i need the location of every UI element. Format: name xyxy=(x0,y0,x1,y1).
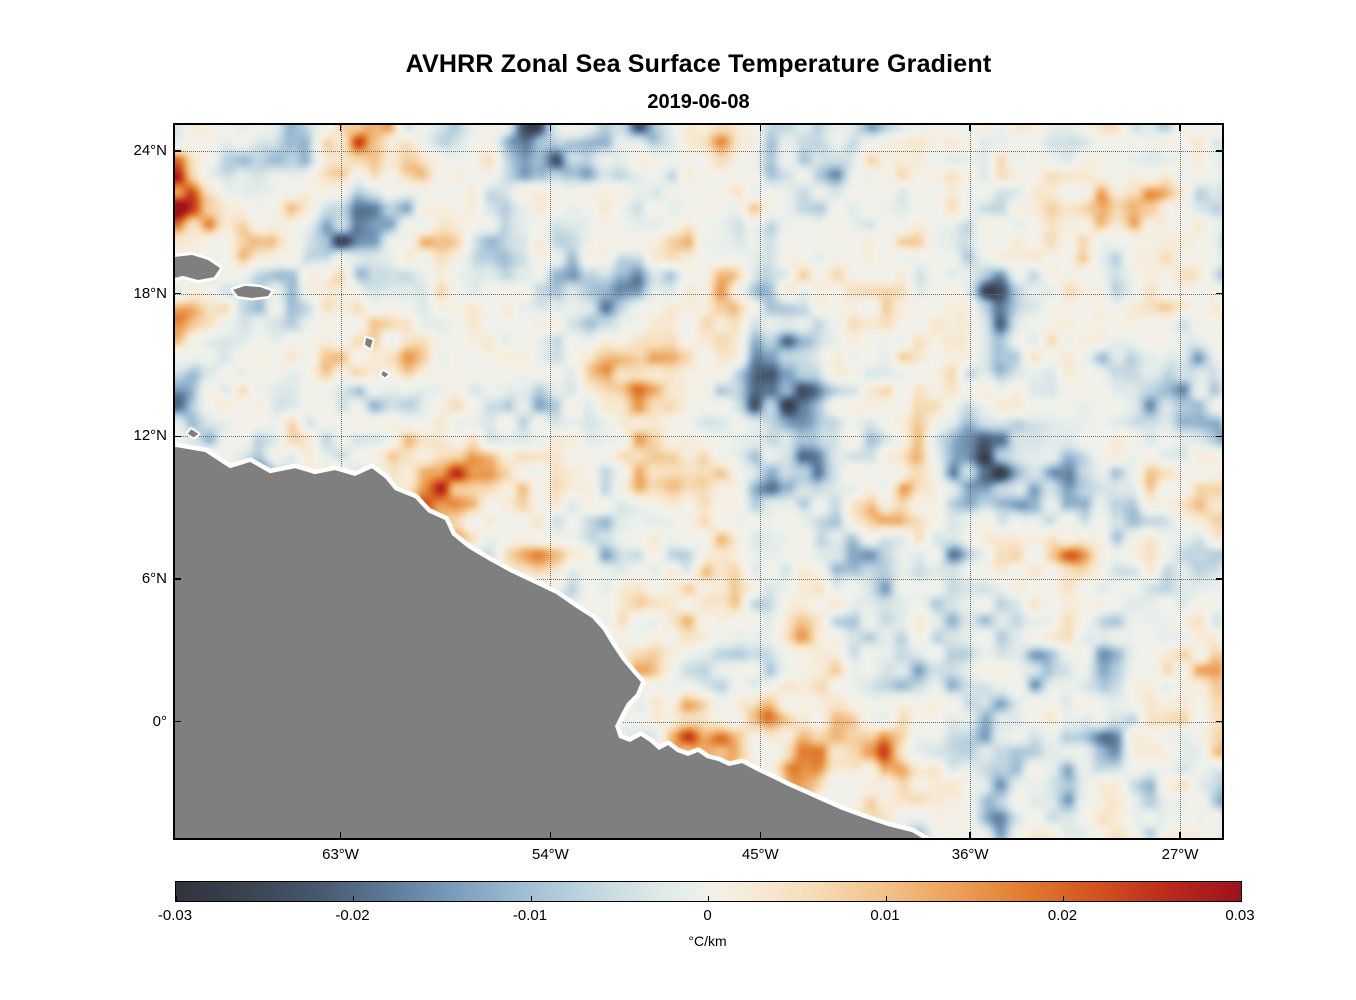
y-axis-tick-label: 6°N xyxy=(141,569,167,587)
chart-title: AVHRR Zonal Sea Surface Temperature Grad… xyxy=(405,50,992,78)
y-axis-tick-label: 18°N xyxy=(133,284,167,302)
gridline-horizontal xyxy=(175,293,1222,295)
south-america-landmass xyxy=(175,442,931,838)
y-tick-mark xyxy=(1216,435,1222,438)
gridline-vertical xyxy=(1180,125,1182,838)
y-tick-mark xyxy=(175,435,181,438)
y-tick-mark xyxy=(175,578,181,580)
x-tick-mark xyxy=(339,125,342,131)
y-tick-mark xyxy=(1216,720,1222,723)
x-axis-tick-label: 54°W xyxy=(532,846,569,863)
colorbar-tick-label: 0.02 xyxy=(1047,907,1078,924)
gridline-vertical xyxy=(550,125,552,838)
x-axis-tick-label: 45°W xyxy=(741,846,779,863)
y-tick-mark xyxy=(175,292,181,295)
colorbar-tick-mark xyxy=(1240,896,1242,901)
colorbar-tick-label: 0.03 xyxy=(1225,907,1255,924)
x-axis-tick-label: 63°W xyxy=(322,846,359,863)
gridline-horizontal xyxy=(175,436,1222,438)
colorbar-gradient xyxy=(176,882,1241,901)
gridline-horizontal xyxy=(175,721,1222,723)
chart-subtitle: 2019-06-08 xyxy=(647,91,750,113)
y-axis-tick-label: 24°N xyxy=(133,142,167,160)
x-tick-mark xyxy=(339,832,342,838)
colorbar-tick-label: -0.03 xyxy=(157,907,193,924)
map-plot xyxy=(173,123,1224,840)
land-overlay xyxy=(175,252,931,838)
gridline-vertical xyxy=(760,125,762,838)
colorbar-unit-label: °C/km xyxy=(688,933,727,949)
colorbar-tick-mark xyxy=(353,896,354,901)
colorbar-tick-mark xyxy=(708,896,709,901)
island-lesser-antilles-north xyxy=(363,335,375,351)
colorbar-tick-label: 0 xyxy=(703,907,712,924)
island-hispaniola xyxy=(175,252,223,283)
gridline-horizontal xyxy=(175,578,1222,580)
island-puerto-rico xyxy=(230,283,274,301)
x-tick-mark xyxy=(759,832,762,838)
y-tick-mark xyxy=(1216,150,1222,152)
x-tick-mark xyxy=(549,832,552,838)
x-axis-tick-label: 27°W xyxy=(1161,846,1199,863)
x-tick-mark xyxy=(1179,125,1181,131)
gridline-horizontal xyxy=(175,151,1222,153)
gridline-vertical xyxy=(970,125,972,838)
y-tick-mark xyxy=(175,720,181,723)
x-tick-mark xyxy=(549,125,552,131)
island-lesser-antilles-south xyxy=(379,369,391,380)
x-tick-mark xyxy=(969,832,971,838)
x-axis-tick-label: 36°W xyxy=(951,846,989,863)
colorbar-tick-mark xyxy=(885,896,887,901)
island-curacao xyxy=(185,427,201,440)
x-tick-mark xyxy=(969,125,971,131)
axis-ticks xyxy=(175,125,1222,838)
x-tick-mark xyxy=(1179,832,1181,838)
colorbar-tick-label: -0.01 xyxy=(512,907,548,924)
colorbar-tick-label: 0.01 xyxy=(870,907,900,924)
x-tick-mark xyxy=(759,125,762,131)
y-tick-mark xyxy=(175,150,181,152)
colorbar-tick-label: -0.02 xyxy=(335,907,370,924)
y-axis-tick-label: 0° xyxy=(152,712,167,730)
y-axis-tick-label: 12°N xyxy=(133,427,167,445)
colorbar-tick-mark xyxy=(530,896,532,901)
colorbar-tick-mark xyxy=(1063,896,1064,901)
colorbar-tick-mark xyxy=(175,896,177,901)
y-tick-mark xyxy=(1216,578,1222,580)
colorbar xyxy=(175,881,1242,902)
y-tick-mark xyxy=(1216,292,1222,295)
